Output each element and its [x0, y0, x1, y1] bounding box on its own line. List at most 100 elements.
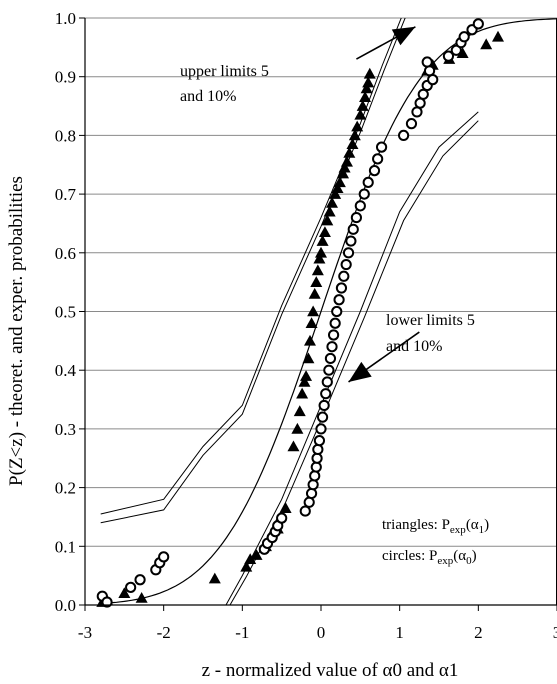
y-tick-label-9: 0.9 [55, 68, 76, 87]
annotation-upper-limits-line2: and 10% [180, 88, 236, 105]
circle-point [421, 56, 433, 68]
circle-point [358, 188, 370, 200]
x-axis-title: z - normalized value of α0 and α1 [202, 660, 459, 681]
circle-point [312, 443, 324, 456]
legend-circles-prefix: circles: P [382, 548, 437, 564]
x-tick-label-0: -3 [78, 623, 92, 642]
y-tick-label-0: 0.0 [55, 596, 76, 615]
circle-point [417, 88, 429, 100]
circle-point [347, 223, 359, 235]
lower-limit-line-2 [229, 120, 479, 605]
circle-point [299, 505, 311, 517]
legend-circles-sub1: exp [437, 555, 453, 567]
y-tick-label-5: 0.5 [55, 303, 76, 322]
circle-point [458, 31, 470, 43]
triangle-point [287, 440, 300, 452]
triangle-point [360, 82, 373, 94]
circle-point [315, 423, 327, 435]
triangle-point [308, 287, 321, 299]
lower-limit-line-1 [225, 111, 479, 605]
y-tick-label-8: 0.8 [55, 126, 76, 145]
triangle-point [302, 352, 315, 364]
circle-point [329, 317, 341, 329]
triangle-point [359, 91, 372, 103]
circle-point [375, 141, 388, 153]
triangle-point [244, 553, 257, 565]
triangle-point [480, 38, 493, 50]
triangle-point [354, 108, 367, 120]
y-tick-label-4: 0.4 [55, 361, 77, 380]
y-tick-label-2: 0.2 [55, 479, 76, 498]
axis-layer: 0.0 0.1 0.2 0.3 0.4 0.5 0.6 0.7 0.8 0.9 1.0 -3 -2 -1 0… [55, 9, 557, 642]
triangle-point [293, 405, 306, 417]
legend-triangles-suffix: ) [484, 517, 489, 533]
x-tick-label-5: 2 [474, 623, 483, 642]
triangle-point [346, 138, 359, 150]
circle-point [158, 551, 170, 563]
circle-point [340, 258, 352, 271]
legend-triangles: triangles: Pexp(α1) [382, 517, 489, 536]
triangle-point [316, 235, 329, 246]
triangle-point [318, 226, 331, 238]
circle-point [354, 200, 366, 212]
legend-circles-sub2: 0 [466, 555, 472, 567]
triangle-point [298, 375, 311, 387]
circle-point [311, 452, 323, 464]
legend-triangles-prefix: triangles: P [382, 517, 450, 533]
circle-point [472, 18, 484, 30]
circle-point [303, 496, 315, 508]
triangle-point [291, 422, 304, 434]
circle-point [335, 282, 348, 294]
circle-point [450, 44, 462, 56]
circle-point [345, 235, 357, 247]
triangle-point [250, 549, 263, 560]
circle-point [307, 479, 319, 491]
triangle-point [492, 30, 504, 42]
circle-point [405, 118, 418, 130]
triangle-point [279, 502, 292, 513]
triangle-point [300, 370, 313, 381]
circle-point [316, 411, 329, 423]
triangle-point [315, 246, 327, 258]
circle-point [331, 305, 343, 318]
triangle-point [118, 587, 131, 599]
arrow-upper-limits-head [391, 26, 416, 46]
circle-point [101, 596, 113, 608]
x-tick-label-3: 0 [317, 623, 326, 642]
annotation-upper-limits-line1: upper limits 5 [180, 63, 269, 80]
triangle-point [329, 188, 342, 199]
circle-point [324, 352, 337, 365]
x-tick-label-6: 3 [553, 623, 557, 642]
triangle-point [307, 305, 320, 317]
triangle-point [240, 560, 253, 572]
x-tick-label-2: -1 [235, 623, 249, 642]
triangle-point [331, 182, 344, 194]
legend-triangles-sub2: 1 [479, 524, 485, 536]
x-tick-label-4: 1 [395, 623, 404, 642]
triangle-point [305, 317, 318, 329]
circle-point [305, 487, 318, 500]
circle-point [309, 470, 321, 482]
circle-point [333, 294, 345, 306]
triangle-point [135, 591, 148, 603]
triangle-point [337, 167, 350, 179]
triangle-point [363, 67, 376, 79]
triangle-point [340, 155, 353, 167]
triangle-point [296, 387, 309, 399]
triangle-point [338, 161, 351, 173]
circle-point [318, 399, 330, 412]
y-tick-label-10: 1.0 [55, 9, 76, 28]
triangle-point [323, 205, 336, 217]
circle-point [327, 329, 340, 341]
triangle-point [351, 120, 364, 132]
circle-point [125, 581, 137, 593]
triangle-point [348, 129, 361, 141]
annotation-lower-limits-line2: and 10% [386, 338, 442, 355]
y-tick-label-3: 0.3 [55, 420, 76, 439]
legend-circles-mid: (α [453, 548, 466, 564]
circle-point [372, 153, 384, 165]
circle-point [442, 50, 455, 62]
marker-layer [96, 18, 504, 608]
triangle-point [311, 264, 324, 276]
triangle-point [326, 196, 339, 208]
